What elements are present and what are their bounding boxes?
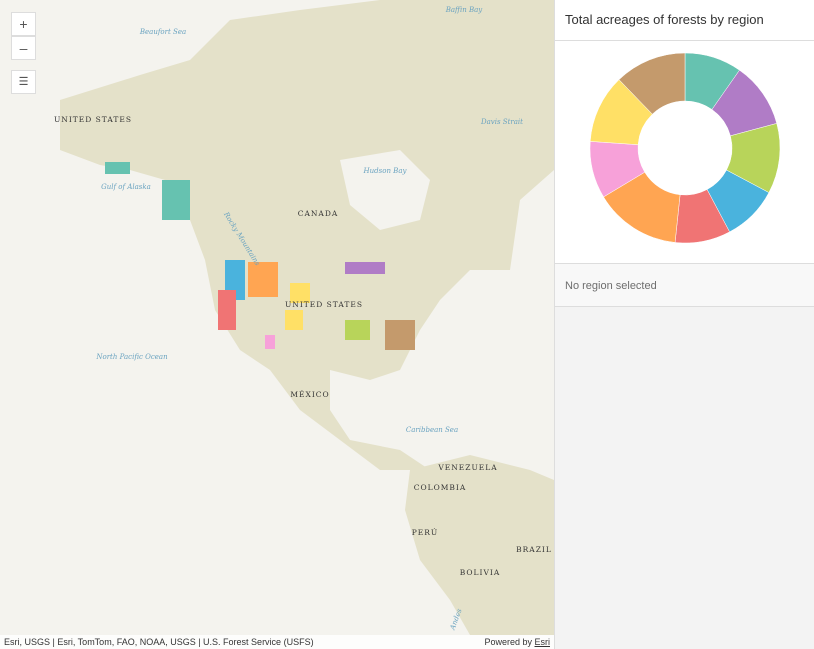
map[interactable]: Beaufort Sea Baffin Bay UNITED STATES Davis…	[0, 0, 554, 649]
side-panel: Total acreages of forests by region No r…	[554, 0, 814, 649]
forest-regions	[105, 162, 415, 350]
map-label: Gulf of Alaska	[101, 183, 151, 191]
map-label: Caribbean Sea	[406, 426, 458, 434]
legend-button[interactable]: ☰	[11, 70, 36, 94]
map-label: Beaufort Sea	[139, 28, 186, 36]
zoom-in[interactable]: +	[11, 12, 36, 36]
south-america	[405, 455, 554, 635]
map-label: Hudson Bay	[363, 167, 408, 175]
hudson-bay	[340, 150, 430, 230]
selection-status: No region selected	[555, 264, 814, 307]
map-label: UNITED STATES	[285, 300, 363, 309]
map-label: CANADA	[298, 209, 339, 218]
powered-by: Powered by Esri	[484, 635, 550, 649]
donut-slice	[618, 52, 686, 115]
attribution: Esri, USGS | Esri, TomTom, FAO, NOAA, US…	[4, 637, 314, 647]
powered-by-text: Powered by	[484, 637, 532, 647]
map-label: VENEZUELA	[437, 463, 497, 472]
north-america	[60, 0, 554, 470]
chart-container	[555, 41, 814, 264]
panel-title: Total acreages of forests by region	[555, 0, 814, 41]
zoom-out[interactable]: –	[11, 36, 36, 60]
map-label: BOLIVIA	[460, 568, 501, 577]
map-label: BRAZIL	[516, 545, 552, 554]
attribution-bar: Esri, USGS | Esri, TomTom, FAO, NOAA, US…	[0, 635, 554, 649]
map-label: UNITED STATES	[54, 115, 132, 124]
map-label: MÉXICO	[290, 390, 329, 399]
map-label: PERÚ	[412, 528, 439, 537]
map-label: North Pacific Ocean	[95, 353, 168, 361]
map-label: Baffin Bay	[445, 6, 484, 14]
map-label: Davis Strait	[480, 118, 523, 126]
esri-link[interactable]: Esri	[534, 637, 551, 647]
donut-chart	[589, 52, 781, 244]
map-label: COLOMBIA	[414, 483, 467, 492]
